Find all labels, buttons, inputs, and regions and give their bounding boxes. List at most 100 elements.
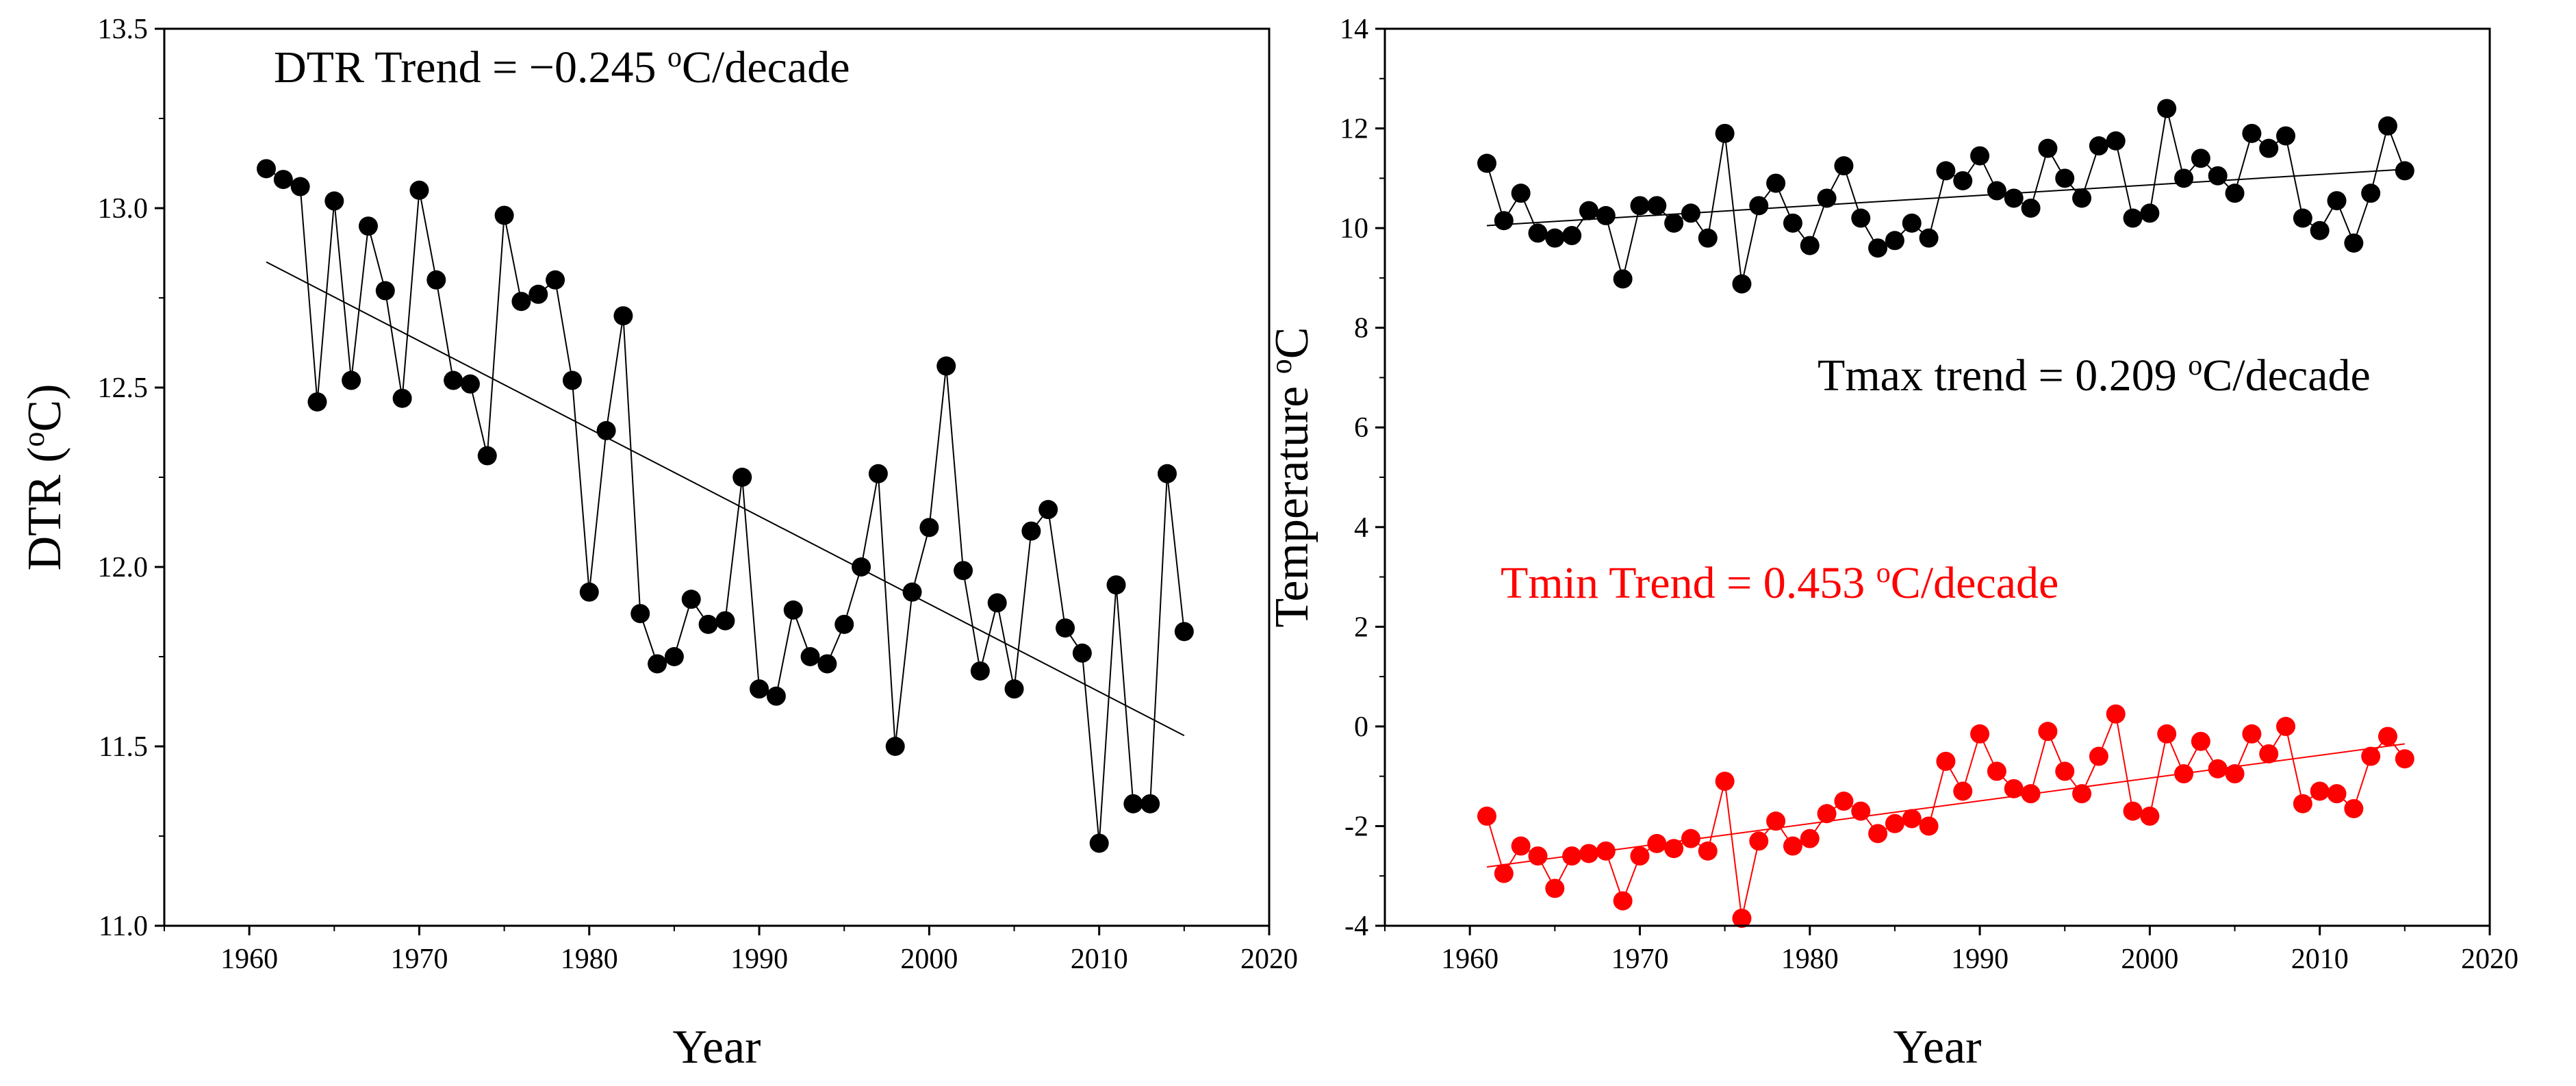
tmin-point [2344,798,2364,818]
tmax-point [2378,116,2398,136]
dtr-point [307,392,327,412]
tmax-point [2021,199,2041,218]
tmin-point [2021,784,2041,804]
tmin-point [1698,841,1718,861]
dtr-point [885,737,905,756]
dtr-point [1123,794,1143,813]
dtr-point [750,679,769,699]
dtr-point [664,647,684,666]
dtr-point [1021,521,1041,541]
temperature-x-tick-label: 1970 [1611,944,1668,975]
dtr-y-axis-title-part-1: DTR ( [18,447,71,571]
tmin-point [1987,761,2006,781]
tmax-point [1970,146,1990,166]
tmin-trend-degree-sup: o [1876,557,1891,589]
tmin-point [1970,724,1990,744]
dtr-point [1158,464,1177,483]
tmax-point [1953,171,1973,190]
temperature-y-tick-label: -2 [1344,811,1368,842]
dtr-y-tick-label: 13.5 [98,14,149,45]
temperature-y-tick-label: 2 [1354,611,1368,643]
tmin-point [2123,801,2143,821]
dtr-point [766,686,786,706]
tmin-point [2361,746,2381,766]
dtr-y-tick-label: 11.0 [99,911,148,942]
tmin-point [2395,749,2414,769]
tmin-point [2157,724,2177,744]
dtr-point [1106,575,1126,595]
tmax-trend-text: Tmax trend = 0.209 [1818,351,2188,401]
tmin-point [2140,806,2160,826]
tmax-point [1919,228,1939,248]
tmax-point [1834,156,1854,176]
dtr-trend-degree-sup: o [667,42,682,73]
dtr-point [868,464,888,483]
tmax-point [1545,228,1565,248]
tmin-point [2208,759,2228,779]
tmax-point [2310,220,2330,240]
tmin-point [1664,839,1684,859]
tmin-point [1715,771,1735,791]
tmin-point [1647,833,1667,853]
tmax-point [2344,233,2364,253]
dtr-trend-text: DTR Trend = −0.245 [274,42,667,92]
temperature-axes: 1960 1970 1980 1990 2000 2010 2020 -4 -2 0 2 4 6 8 10 1… [1340,14,2518,975]
tmax-trend-degree-sup: o [2188,350,2202,381]
dtr-x-tick-label: 1970 [390,944,448,975]
dtr-point [800,647,820,666]
tmax-point [2123,208,2143,228]
tmax-point [1494,211,1514,231]
dtr-point [596,420,616,440]
dtr-point [256,159,276,179]
temperature-x-tick-label: 1980 [1781,944,1839,975]
tmin-point [1562,846,1582,866]
tmax-point [1715,123,1735,143]
tmax-trend-unit: C/decade [2202,351,2371,401]
tmin-trend-text: Tmin Trend = 0.453 [1501,558,1876,608]
dtr-point [1140,794,1160,813]
tmin-point [1630,846,1650,866]
tmax-point [1511,184,1531,203]
tmax-point [2174,168,2194,188]
dtr-point [444,370,463,390]
dtr-point [511,292,531,312]
temperature-plot-content [1477,99,2414,929]
dtr-point [290,177,310,197]
dtr-point [546,270,565,290]
dtr-point [528,284,548,304]
dtr-point [919,518,939,538]
temperature-x-tick-label: 2000 [2121,944,2178,975]
tmin-point [2055,761,2075,781]
dtr-point [426,270,446,290]
temperature-y-tick-label: 4 [1354,512,1368,544]
temperature-y-tick-label: 8 [1354,313,1368,344]
tmax-point [2361,184,2381,203]
dtr-point [562,370,582,390]
tmin-point [2327,784,2347,804]
temperature-y-axis-title-part-1: Temperature [1266,374,1318,627]
temperature-x-tick-label: 1960 [1441,944,1499,975]
tmax-point [1800,236,1820,255]
tmax-point [1613,269,1633,289]
tmax-point [2004,188,2024,208]
dtr-point [630,604,650,624]
dtr-y-tick-label: 11.5 [99,731,148,763]
dtr-point [715,611,735,631]
dtr-trend-annotation: DTR Trend = −0.245 oC/decade [274,42,850,92]
dtr-y-axis-title-degree-sup: o [17,432,51,447]
temperature-y-tick-label: 12 [1340,114,1368,145]
tmin-point [2225,764,2245,784]
dtr-x-tick-label: 1980 [561,944,618,975]
dtr-x-tick-label: 2010 [1071,944,1128,975]
tmin-point [1817,804,1837,824]
dtr-point [817,654,837,674]
dtr-chart: 1960 1970 1980 1990 2000 2010 2020 11.0 11.5 12.0… [17,14,1299,1074]
tmax-point [1477,153,1496,173]
tmax-point [1562,226,1582,246]
tmin-point [1953,781,1973,801]
tmax-point [1664,213,1684,233]
dtr-trend-line [266,261,1185,737]
dtr-plot-content [256,159,1194,853]
tmin-trend-annotation: Tmin Trend = 0.453 oC/decade [1501,557,2058,608]
dtr-axes: 1960 1970 1980 1990 2000 2010 2020 11.0 11.5 12.0… [98,14,1299,975]
